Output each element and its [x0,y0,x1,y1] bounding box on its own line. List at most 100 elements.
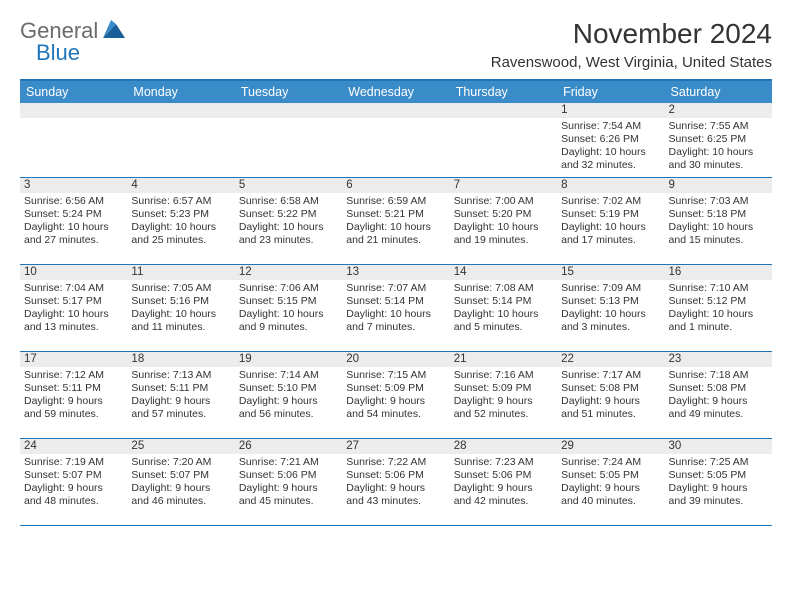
day-number-band: 3 [20,178,127,193]
day-number-band: 27 [342,439,449,454]
day-number-band: 2 [665,103,772,118]
day-cell: 5Sunrise: 6:58 AMSunset: 5:22 PMDaylight… [235,178,342,264]
day-cell: 21Sunrise: 7:16 AMSunset: 5:09 PMDayligh… [450,352,557,438]
day-number-band: 14 [450,265,557,280]
day-number: 11 [131,265,143,279]
day-number: 18 [131,352,144,366]
daylight1-text: Daylight: 10 hours [669,146,768,159]
daylight2-text: and 30 minutes. [669,159,768,172]
day-number: 29 [561,439,574,453]
sunset-text: Sunset: 5:23 PM [131,208,230,221]
day-cell: 22Sunrise: 7:17 AMSunset: 5:08 PMDayligh… [557,352,664,438]
week-row: 3Sunrise: 6:56 AMSunset: 5:24 PMDaylight… [20,178,772,265]
day-cell: 3Sunrise: 6:56 AMSunset: 5:24 PMDaylight… [20,178,127,264]
day-number-band: 5 [235,178,342,193]
day-number-band: 16 [665,265,772,280]
day-number-band: 21 [450,352,557,367]
daylight2-text: and 54 minutes. [346,408,445,421]
day-number-band: 18 [127,352,234,367]
day-cell: 7Sunrise: 7:00 AMSunset: 5:20 PMDaylight… [450,178,557,264]
day-number: 15 [561,265,574,279]
daylight2-text: and 59 minutes. [24,408,123,421]
day-cell [20,103,127,177]
daylight2-text: and 5 minutes. [454,321,553,334]
sunrise-text: Sunrise: 7:18 AM [669,369,768,382]
sunset-text: Sunset: 5:09 PM [346,382,445,395]
day-cell: 4Sunrise: 6:57 AMSunset: 5:23 PMDaylight… [127,178,234,264]
weekday-header: Thursday [450,85,557,99]
day-number-band: 30 [665,439,772,454]
daylight1-text: Daylight: 10 hours [24,308,123,321]
day-number: 8 [561,178,567,192]
sunrise-text: Sunrise: 7:19 AM [24,456,123,469]
sunrise-text: Sunrise: 7:09 AM [561,282,660,295]
daylight2-text: and 19 minutes. [454,234,553,247]
daylight1-text: Daylight: 9 hours [561,395,660,408]
sunset-text: Sunset: 5:14 PM [454,295,553,308]
daylight2-text: and 11 minutes. [131,321,230,334]
daylight1-text: Daylight: 10 hours [669,221,768,234]
day-number-band: 24 [20,439,127,454]
daylight1-text: Daylight: 9 hours [454,395,553,408]
sunrise-text: Sunrise: 7:54 AM [561,120,660,133]
day-number: 3 [24,178,30,192]
day-cell: 12Sunrise: 7:06 AMSunset: 5:15 PMDayligh… [235,265,342,351]
day-cell: 9Sunrise: 7:03 AMSunset: 5:18 PMDaylight… [665,178,772,264]
sunset-text: Sunset: 6:26 PM [561,133,660,146]
logo: General Blue [20,18,125,66]
day-number: 6 [346,178,352,192]
sunrise-text: Sunrise: 7:05 AM [131,282,230,295]
day-cell: 29Sunrise: 7:24 AMSunset: 5:05 PMDayligh… [557,439,664,525]
day-cell: 24 Sunrise: 7:19 AMSunset: 5:07 PMDayligh… [20,439,127,525]
week-row: 10Sunrise: 7:04 AMSunset: 5:17 PMDayligh… [20,265,772,352]
sunset-text: Sunset: 5:07 PM [131,469,230,482]
daylight2-text: and 32 minutes. [561,159,660,172]
daylight1-text: Daylight: 9 hours [24,482,123,495]
daylight1-text: Daylight: 10 hours [561,146,660,159]
day-number: 23 [669,352,682,366]
weekday-header: Sunday [20,85,127,99]
day-cell [450,103,557,177]
location-text: Ravenswood, West Virginia, United States [491,54,772,71]
daylight2-text: and 3 minutes. [561,321,660,334]
day-number-band: 7 [450,178,557,193]
week-row: 24Sunrise: 7:19 AMSunset: 5:07 PMDayligh… [20,439,772,526]
sunset-text: Sunset: 5:17 PM [24,295,123,308]
sunset-text: Sunset: 5:05 PM [561,469,660,482]
sunset-text: Sunset: 5:11 PM [24,382,123,395]
sunset-text: Sunset: 5:21 PM [346,208,445,221]
day-cell: 17Sunrise: 7:12 AMSunset: 5:11 PMDayligh… [20,352,127,438]
empty-day-band [342,103,449,118]
sunset-text: Sunset: 5:24 PM [24,208,123,221]
daylight2-text: and 13 minutes. [24,321,123,334]
empty-day-band [450,103,557,118]
sunrise-text: Sunrise: 7:55 AM [669,120,768,133]
day-cell: 10Sunrise: 7:04 AMSunset: 5:17 PMDayligh… [20,265,127,351]
daylight1-text: Daylight: 10 hours [239,221,338,234]
sunrise-text: Sunrise: 7:04 AM [24,282,123,295]
day-cell: 28Sunrise: 7:23 AMSunset: 5:06 PMDayligh… [450,439,557,525]
daylight1-text: Daylight: 10 hours [346,221,445,234]
sunrise-text: Sunrise: 7:24 AM [561,456,660,469]
day-cell [127,103,234,177]
day-number-band: 4 [127,178,234,193]
sunset-text: Sunset: 5:19 PM [561,208,660,221]
daylight2-text: and 39 minutes. [669,495,768,508]
day-number: 21 [454,352,467,366]
sunset-text: Sunset: 5:20 PM [454,208,553,221]
sunrise-text: Sunrise: 7:16 AM [454,369,553,382]
sunrise-text: Sunrise: 7:25 AM [669,456,768,469]
day-number-band: 22 [557,352,664,367]
sunset-text: Sunset: 5:07 PM [24,469,123,482]
daylight2-text: and 51 minutes. [561,408,660,421]
week-row: 17Sunrise: 7:12 AMSunset: 5:11 PMDayligh… [20,352,772,439]
day-number: 24 [24,439,37,453]
sunset-text: Sunset: 5:18 PM [669,208,768,221]
daylight1-text: Daylight: 9 hours [24,395,123,408]
calendar-grid: Sunday Monday Tuesday Wednesday Thursday… [20,79,772,526]
daylight1-text: Daylight: 9 hours [669,482,768,495]
weekday-header: Friday [557,85,664,99]
sunrise-text: Sunrise: 7:17 AM [561,369,660,382]
daylight1-text: Daylight: 10 hours [669,308,768,321]
daylight2-text: and 46 minutes. [131,495,230,508]
